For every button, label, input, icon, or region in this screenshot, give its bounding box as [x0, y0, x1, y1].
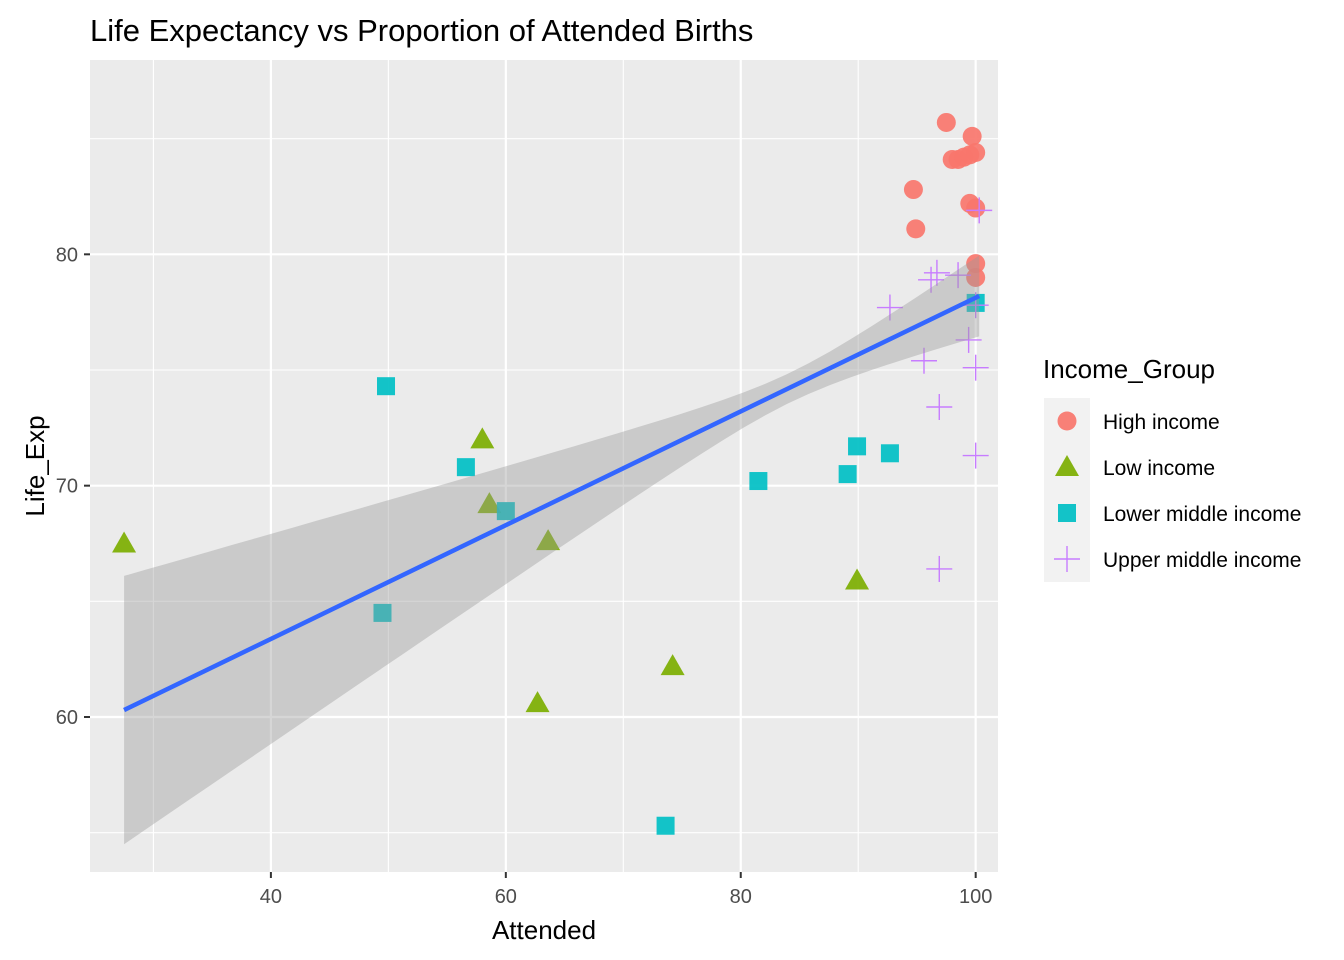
data-point: [377, 377, 396, 396]
data-point: [525, 691, 550, 713]
data-point: [936, 112, 956, 132]
grid-major: [90, 60, 998, 872]
confidence-band: [124, 255, 980, 845]
legend-swatch: [1058, 504, 1076, 522]
legend-item: Low income: [1044, 444, 1215, 490]
y-tick-label: 80: [56, 244, 78, 266]
data-point: [962, 354, 989, 381]
data-point: [918, 266, 945, 293]
x-axis-ticks: 40 60 80 100: [260, 872, 992, 908]
legend-label: High income: [1103, 411, 1220, 434]
data-point: [923, 259, 950, 286]
data-point: [838, 465, 857, 484]
data-point: [962, 126, 982, 146]
trend-line: [123, 293, 981, 713]
data-point: [926, 555, 953, 582]
series-lower-middle-income: [373, 293, 985, 835]
y-tick-label: 70: [56, 476, 78, 498]
data-point: [845, 568, 870, 590]
data-point: [910, 347, 937, 374]
data-point: [876, 294, 903, 321]
legend-label: Upper middle income: [1103, 549, 1301, 572]
data-point: [880, 444, 899, 463]
legend-item: Lower middle income: [1044, 490, 1301, 536]
data-point: [966, 254, 986, 274]
data-point: [955, 326, 982, 353]
y-tick-label: 60: [56, 707, 78, 729]
data-point: [496, 502, 515, 521]
data-point: [966, 198, 986, 218]
legend-item: High income: [1044, 398, 1220, 444]
series-upper-middle-income: [876, 197, 993, 582]
legend-title: Income_Group: [1043, 354, 1215, 384]
data-point: [945, 262, 972, 289]
data-point: [848, 437, 867, 456]
legend-item: Upper middle income: [1044, 536, 1301, 582]
x-axis-title: Attended: [492, 915, 596, 945]
data-point: [660, 654, 685, 676]
legend-label: Low income: [1103, 457, 1215, 480]
data-point: [477, 492, 502, 514]
x-tick-label: 80: [730, 886, 752, 908]
x-tick-label: 40: [260, 886, 282, 908]
data-point: [906, 219, 926, 239]
data-points: [112, 112, 993, 835]
x-tick-label: 60: [495, 886, 517, 908]
legend-items: High income Low income Lower middle income…: [1044, 398, 1301, 582]
y-axis-ticks: 60 70 80: [56, 244, 90, 729]
data-point: [112, 531, 137, 553]
data-point: [926, 394, 953, 421]
data-point: [966, 267, 986, 287]
legend-swatch: [1055, 455, 1079, 476]
data-point: [962, 442, 989, 469]
series-low-income: [112, 427, 870, 713]
x-tick-label: 100: [959, 886, 992, 908]
data-point: [536, 529, 561, 551]
y-axis-title: Life_Exp: [20, 415, 50, 516]
legend-swatch: [1057, 411, 1077, 431]
series-high-income: [903, 112, 986, 287]
chart-title: Life Expectancy vs Proportion of Attende…: [90, 13, 753, 48]
legend-swatch: [1054, 546, 1080, 572]
data-point: [966, 143, 986, 163]
data-point: [470, 427, 495, 449]
data-point: [373, 603, 392, 622]
data-point: [749, 472, 768, 491]
data-point: [903, 180, 923, 200]
legend-label: Lower middle income: [1103, 503, 1301, 526]
data-point: [456, 458, 475, 477]
data-point: [656, 816, 675, 835]
data-point: [966, 197, 993, 224]
legend: Income_Group High income Low income Lower …: [1043, 354, 1301, 582]
